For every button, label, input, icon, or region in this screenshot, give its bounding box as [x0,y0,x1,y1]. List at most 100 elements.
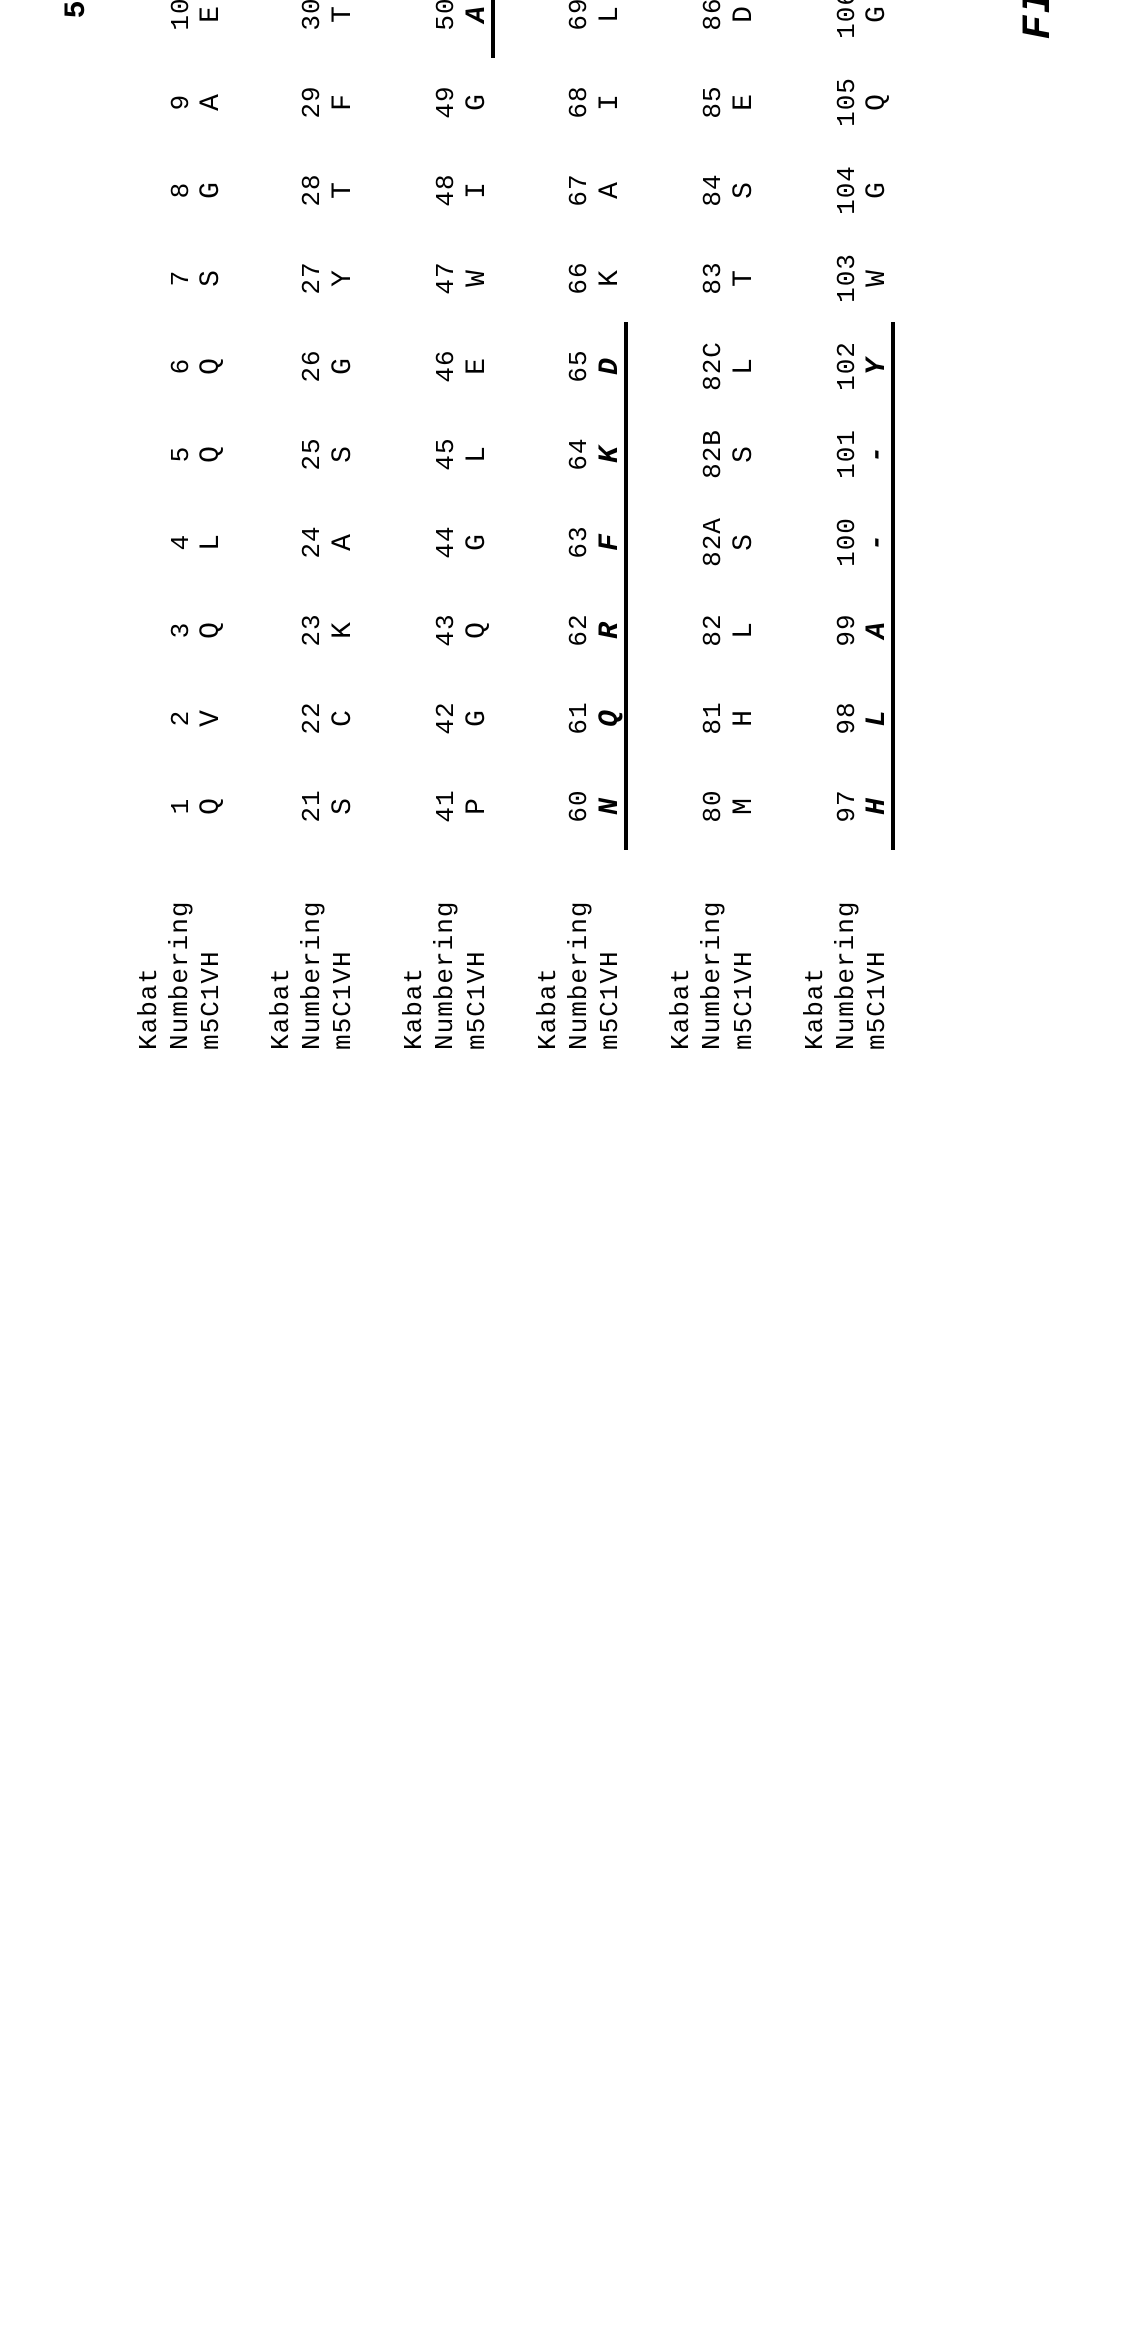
kabat-label: Kabat [399,850,430,1050]
position-number: 49 [431,58,461,146]
position-number: 3 [166,586,196,674]
position-number: 48 [431,146,461,234]
position-number: 45 [431,410,461,498]
position-number: 41 [431,762,461,850]
residue: T [328,0,359,58]
sequence-blocks: KabatNumbering12345678910111213141516171… [134,0,895,1050]
residue-row: m5C1VHHLA--YWGQGTVVTVSA- [862,0,893,1050]
numbering-row: Numbering9798991001011021031041051061071… [831,0,862,1050]
kabat-label: Kabat [134,850,165,1050]
residue: F [328,58,359,146]
kabat-label: Kabat [266,850,297,1050]
residue: C [328,674,359,762]
cdr-residue: - [862,498,893,586]
numbering-label: Numbering [297,850,328,1050]
residue: I [462,146,493,234]
position-number: 83 [698,234,728,322]
residue: K [328,586,359,674]
residue: G [196,146,227,234]
position-number: 68 [564,58,594,146]
position-number: 7 [166,234,196,322]
numbering-label: Numbering [430,850,461,1050]
position-number: 97 [832,762,862,850]
numbering-cells: 6061626364656667686970717273747576777879 [564,0,594,850]
underline-spacer [491,850,495,1050]
figure-label: FIG. 1 [1017,0,1062,1050]
sequence-figure-page: 5C1-VH KabatNumbering1234567891011121314… [0,0,1130,1130]
position-number: 26 [297,322,327,410]
residue-cells: NQRFKDKAILTADKSSNTAY [595,0,626,850]
cdr-residue: H [862,762,893,850]
numbering-label: Numbering [697,850,728,1050]
position-number: 50 [431,0,461,58]
position-number: 30 [297,0,327,58]
cdr-residue: Q [595,674,626,762]
residue: M [729,762,760,850]
numbering-row: Numbering80818282A82B82C8384858687888990… [697,0,728,1050]
numbering-row: Numbering2122232425262728293031323334353… [297,0,328,1050]
cdr-residue: - [862,410,893,498]
numbering-label: Numbering [564,850,595,1050]
cdr-residue: R [595,586,626,674]
position-number: 23 [297,586,327,674]
residue: G [462,674,493,762]
numbering-cells: 80818282A82B82C8384858687888990919293949… [698,0,728,850]
position-number: 99 [832,586,862,674]
residue: Y [328,234,359,322]
position-number: 4 [166,498,196,586]
position-number: 46 [431,322,461,410]
position-number: 84 [698,146,728,234]
residue: G [462,58,493,146]
position-number: 9 [166,58,196,146]
residue: A [196,58,227,146]
residue: Q [862,58,893,146]
position-number: 22 [297,674,327,762]
residue: S [328,410,359,498]
residue-cells: QVQLQQSGAELAKPGTSVQM [196,0,227,850]
sequence-block: KabatNumbering21222324252627282930313233… [266,0,362,1050]
position-number: 10 [166,0,196,58]
kabat-label: Kabat [800,850,831,1050]
residue-row: m5C1VHQVQLQQSGAELAKPGTSVQM [196,0,227,1050]
residue-cells: HLA--YWGQGTVVTVSA- [862,0,893,850]
position-number: 5 [166,410,196,498]
sequence-label: m5C1VH [462,850,493,1050]
residue: T [328,146,359,234]
kabat-label-row: Kabat [666,0,697,1050]
position-number: 27 [297,234,327,322]
kabat-label: Kabat [533,850,564,1050]
position-number: 69 [564,0,594,58]
residue-row: m5C1VHSCKASGYTFTNYWMNWIKAR [328,0,359,1050]
position-number: 81 [698,674,728,762]
cdr-residue: Y [862,322,893,410]
numbering-cells: 41424344454647484950515252A5354555657585… [431,0,461,850]
position-number: 100 [832,498,862,586]
position-number: 65 [564,322,594,410]
position-number: 21 [297,762,327,850]
residue: E [729,58,760,146]
seq-id-label: (SEQ ID NO: 9) [933,0,967,1050]
position-number: 85 [698,58,728,146]
position-number: 82C [698,322,728,410]
residue: H [729,674,760,762]
cdr-residue: K [595,410,626,498]
kabat-label-row: Kabat [134,0,165,1050]
position-number: 24 [297,498,327,586]
sequence-label: m5C1VH [196,850,227,1050]
residue: L [196,498,227,586]
numbering-label: Numbering [165,850,196,1050]
sequence-label: m5C1VH [862,850,893,1050]
position-number: 6 [166,322,196,410]
position-number: 66 [564,234,594,322]
position-number: 62 [564,586,594,674]
position-number: 86 [698,0,728,58]
position-number: 60 [564,762,594,850]
position-number: 61 [564,674,594,762]
position-number: 101 [832,410,862,498]
residue: E [196,0,227,58]
residue: T [729,234,760,322]
residue: Q [196,322,227,410]
residue: G [862,146,893,234]
residue: G [328,322,359,410]
residue-cells: SCKASGYTFTNYWMNWIKAR [328,0,359,850]
